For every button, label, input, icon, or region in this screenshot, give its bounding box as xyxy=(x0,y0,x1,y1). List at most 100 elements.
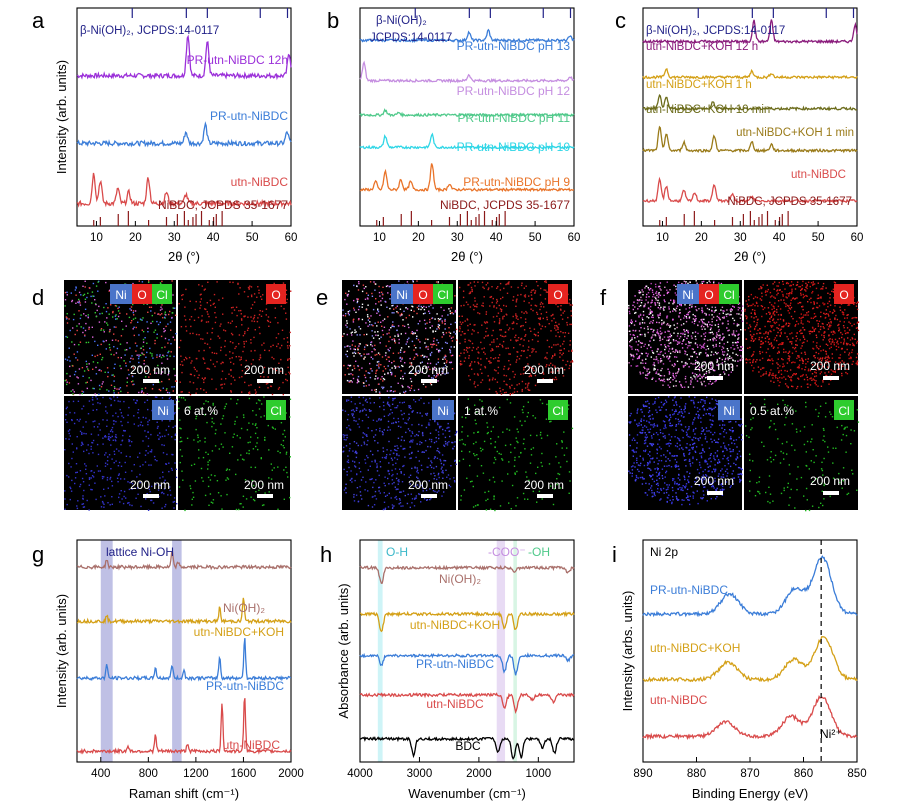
map-dot xyxy=(676,326,678,329)
map-dot xyxy=(695,338,697,340)
map-dot xyxy=(498,304,500,307)
map-dot xyxy=(515,314,517,317)
map-dot xyxy=(242,334,245,337)
map-dot xyxy=(497,286,499,288)
map-dot xyxy=(71,419,73,421)
map-dot xyxy=(71,419,73,422)
map-dot xyxy=(364,462,367,464)
map-dot xyxy=(717,352,719,354)
map-dot xyxy=(147,421,149,423)
map-dot xyxy=(108,454,111,456)
map-dot xyxy=(98,369,100,371)
map-dot xyxy=(855,327,858,329)
map-dot xyxy=(663,375,666,377)
map-dot xyxy=(648,296,650,298)
map-dot xyxy=(243,343,245,345)
map-dot xyxy=(135,326,137,329)
map-dot xyxy=(683,339,685,341)
map-dot xyxy=(797,302,799,305)
map-dot xyxy=(356,300,359,303)
map-dot xyxy=(372,495,374,498)
map-dot xyxy=(178,303,180,305)
map-dot xyxy=(464,338,466,341)
panel-a: a β-Ni(OH)₂, JCPDS:14-0117 PR-utn-NiBDC … xyxy=(32,7,297,264)
series-line-c-3 xyxy=(642,125,858,154)
map-dot xyxy=(436,313,438,315)
map-dot xyxy=(205,400,207,402)
map-dot xyxy=(492,329,494,332)
map-dot xyxy=(726,309,728,311)
map-dot xyxy=(105,348,107,350)
map-dot xyxy=(474,419,476,421)
map-dot xyxy=(190,325,192,328)
map-dot xyxy=(532,350,534,352)
map-dot xyxy=(377,309,379,311)
map-dot xyxy=(92,409,94,411)
series-line-b-3 xyxy=(359,132,575,151)
map-dot xyxy=(706,354,708,356)
map-dot xyxy=(351,344,353,346)
map-dot xyxy=(406,338,409,341)
map-dot xyxy=(198,374,200,376)
map-dot xyxy=(640,346,642,348)
map-dot xyxy=(74,482,76,485)
map-dot xyxy=(709,328,712,331)
map-dot xyxy=(232,376,235,379)
map-dot xyxy=(718,357,721,359)
map-dot xyxy=(229,452,231,454)
map-dot xyxy=(427,348,429,350)
map-dot xyxy=(721,339,723,341)
map-dot xyxy=(406,341,408,343)
map-dot xyxy=(629,341,631,343)
map-dot xyxy=(374,495,376,497)
map-dot xyxy=(358,281,360,283)
map-dot xyxy=(230,369,232,371)
map-dot xyxy=(533,348,535,350)
map-dot xyxy=(466,319,469,321)
map-dot xyxy=(139,347,142,350)
map-dot xyxy=(482,406,484,408)
map-dot xyxy=(238,310,240,312)
map-dot xyxy=(344,374,346,376)
map-dot xyxy=(365,344,367,346)
map-dot xyxy=(516,440,518,443)
map-dot xyxy=(552,355,554,358)
map-dot xyxy=(644,367,646,370)
map-dot xyxy=(189,373,192,375)
map-dot xyxy=(781,358,783,360)
map-dot xyxy=(691,321,693,323)
map-dot xyxy=(696,362,699,364)
map-dot xyxy=(740,346,742,348)
map-dot xyxy=(708,314,710,316)
map-dot xyxy=(174,462,176,464)
map-dot xyxy=(192,332,194,335)
map-dot xyxy=(683,280,685,282)
map-dot xyxy=(528,369,530,371)
map-dot xyxy=(488,378,491,381)
map-dot xyxy=(404,332,407,335)
map-dot xyxy=(397,312,399,314)
scale-d-3: 200 nm xyxy=(130,478,170,492)
map-dot xyxy=(66,294,68,296)
map-dot xyxy=(739,349,741,351)
map-dot xyxy=(85,322,87,325)
map-dot xyxy=(434,420,436,423)
map-dot xyxy=(856,308,859,311)
map-dot xyxy=(69,411,71,414)
map-dot xyxy=(552,364,554,366)
map-dot xyxy=(471,290,473,292)
map-dot xyxy=(111,339,114,341)
map-dot xyxy=(853,344,855,347)
map-dot xyxy=(254,466,257,469)
atomic-percent-d: 6 at.% xyxy=(184,404,218,418)
map-dot xyxy=(252,423,254,425)
map-dot xyxy=(652,364,654,366)
map-dot xyxy=(685,308,687,310)
map-dot xyxy=(376,463,378,465)
map-dot xyxy=(115,352,118,354)
map-dot xyxy=(145,450,147,452)
map-dot xyxy=(97,290,99,292)
map-dot xyxy=(129,456,131,458)
map-dot xyxy=(355,409,358,411)
map-dot xyxy=(708,321,710,323)
